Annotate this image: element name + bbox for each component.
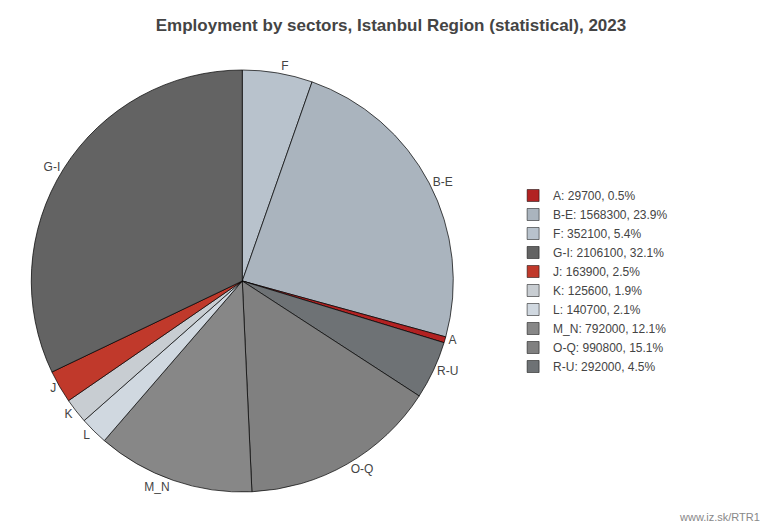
svg-text:R-U: R-U [437,364,458,378]
svg-text:J: 163900, 2.5%: J: 163900, 2.5% [553,265,640,279]
svg-text:A: A [448,333,456,347]
svg-text:L: 140700, 2.1%: L: 140700, 2.1% [553,303,641,317]
svg-text:B-E: 1568300, 23.9%: B-E: 1568300, 23.9% [553,208,667,222]
svg-text:K: 125600, 1.9%: K: 125600, 1.9% [553,284,642,298]
svg-text:M_N: M_N [144,480,169,494]
svg-text:F: 352100, 5.4%: F: 352100, 5.4% [553,227,641,241]
svg-text:J: J [50,381,56,395]
svg-text:B-E: B-E [433,175,453,189]
svg-text:F: F [281,59,288,73]
svg-text:O-Q: 990800, 15.1%: O-Q: 990800, 15.1% [553,341,663,355]
svg-text:L: L [83,428,90,442]
svg-text:R-U: 292000, 4.5%: R-U: 292000, 4.5% [553,360,655,374]
svg-text:O-Q: O-Q [351,462,374,476]
svg-text:Employment by sectors, Istanbu: Employment by sectors, Istanbul Region (… [156,16,626,35]
svg-text:A: 29700, 0.5%: A: 29700, 0.5% [553,189,635,203]
svg-text:K: K [64,407,72,421]
svg-text:G-I: G-I [44,160,61,174]
svg-text:G-I: 2106100, 32.1%: G-I: 2106100, 32.1% [553,246,664,260]
svg-text:www.iz.sk/RTR1: www.iz.sk/RTR1 [679,511,760,523]
svg-text:M_N: 792000, 12.1%: M_N: 792000, 12.1% [553,322,666,336]
